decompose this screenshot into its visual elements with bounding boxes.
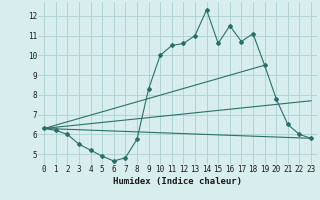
X-axis label: Humidex (Indice chaleur): Humidex (Indice chaleur) [113,177,242,186]
